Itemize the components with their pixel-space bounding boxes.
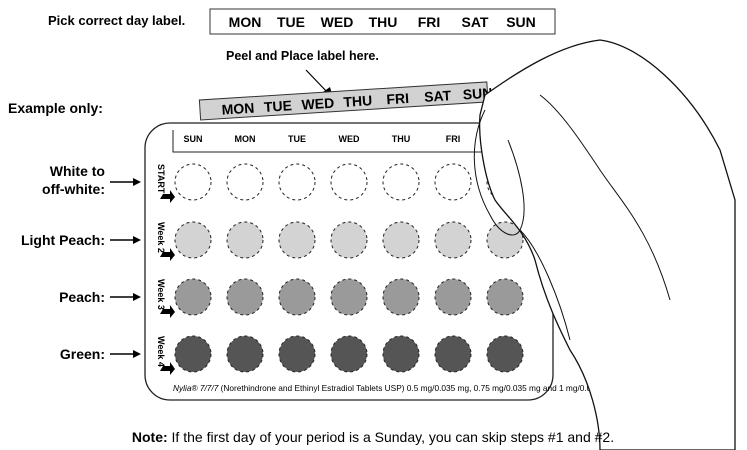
day-option-sun[interactable]: SUN bbox=[506, 14, 536, 30]
pill bbox=[330, 335, 368, 373]
pill-color-label: Peach: bbox=[59, 289, 105, 305]
week-label: Week 4 bbox=[156, 336, 166, 367]
pill bbox=[434, 278, 472, 316]
pill bbox=[226, 335, 264, 373]
pill bbox=[174, 335, 212, 373]
header-day: FRI bbox=[446, 134, 461, 144]
pill bbox=[486, 278, 524, 316]
header-day: SUN bbox=[183, 134, 202, 144]
strip-day: WED bbox=[301, 95, 335, 113]
pick-label-prompt: Pick correct day label. bbox=[48, 13, 185, 28]
pill bbox=[226, 278, 264, 316]
week-label: Week 3 bbox=[156, 279, 166, 310]
pill-color-label: White to bbox=[50, 163, 105, 179]
example-label: Example only: bbox=[8, 100, 103, 116]
strip-day: FRI bbox=[386, 90, 410, 107]
day-option-wed[interactable]: WED bbox=[321, 14, 354, 30]
arrow-head-icon bbox=[133, 178, 141, 186]
row-arrow-icon bbox=[160, 190, 175, 203]
pill bbox=[434, 221, 472, 259]
note: Note: If the first day of your period is… bbox=[132, 429, 614, 445]
card-footer: Nylia® 7/7/7 (Norethindrone and Ethinyl … bbox=[173, 383, 615, 393]
day-option-mon[interactable]: MON bbox=[229, 14, 262, 30]
header-day: MON bbox=[235, 134, 256, 144]
pill bbox=[330, 278, 368, 316]
pill bbox=[278, 278, 316, 316]
pill bbox=[382, 335, 420, 373]
header-day: THU bbox=[392, 134, 411, 144]
pill bbox=[330, 163, 368, 201]
arrow-head-icon bbox=[133, 236, 141, 244]
pill bbox=[382, 278, 420, 316]
strip-day: THU bbox=[343, 92, 373, 110]
week-label: Week 2 bbox=[156, 222, 166, 253]
row-arrow-icon bbox=[160, 248, 175, 261]
row-arrow-icon bbox=[160, 362, 175, 375]
pill bbox=[278, 163, 316, 201]
strip-day: MON bbox=[221, 100, 255, 118]
header-frame bbox=[172, 130, 492, 153]
pill bbox=[174, 278, 212, 316]
pill bbox=[226, 163, 264, 201]
pill bbox=[278, 335, 316, 373]
pill bbox=[226, 221, 264, 259]
day-label-strip: MON TUE WED THU FRI SAT SUN bbox=[198, 81, 493, 121]
pill bbox=[382, 221, 420, 259]
header-day: WED bbox=[339, 134, 360, 144]
strip-day: TUE bbox=[263, 97, 292, 115]
arrow-head-icon bbox=[133, 350, 141, 358]
peel-instruction: Peel and Place label here. bbox=[226, 49, 379, 63]
strip-day: SAT bbox=[424, 87, 452, 105]
day-option-thu[interactable]: THU bbox=[369, 14, 398, 30]
pill bbox=[382, 163, 420, 201]
arrow-head-icon bbox=[133, 293, 141, 301]
pill bbox=[434, 163, 472, 201]
day-option-sat[interactable]: SAT bbox=[462, 14, 489, 30]
header-day: TUE bbox=[288, 134, 306, 144]
pill bbox=[434, 335, 472, 373]
week-label: START bbox=[156, 164, 166, 194]
row-arrow-icon bbox=[160, 305, 175, 318]
hand-illustration bbox=[479, 39, 736, 450]
peel-arrow bbox=[305, 69, 330, 95]
pill-color-label: Light Peach: bbox=[21, 232, 105, 248]
day-label-options: MON TUE WED THU FRI SAT SUN bbox=[229, 14, 536, 30]
day-option-tue[interactable]: TUE bbox=[277, 14, 305, 30]
pill-color-label-line2: off-white: bbox=[42, 181, 105, 197]
pill-color-label: Green: bbox=[60, 346, 105, 362]
pill bbox=[486, 335, 524, 373]
day-option-fri[interactable]: FRI bbox=[418, 14, 441, 30]
pill bbox=[330, 221, 368, 259]
pill bbox=[278, 221, 316, 259]
pill bbox=[174, 163, 212, 201]
pill bbox=[174, 221, 212, 259]
day-label-box bbox=[209, 8, 556, 35]
pill bbox=[486, 221, 524, 259]
